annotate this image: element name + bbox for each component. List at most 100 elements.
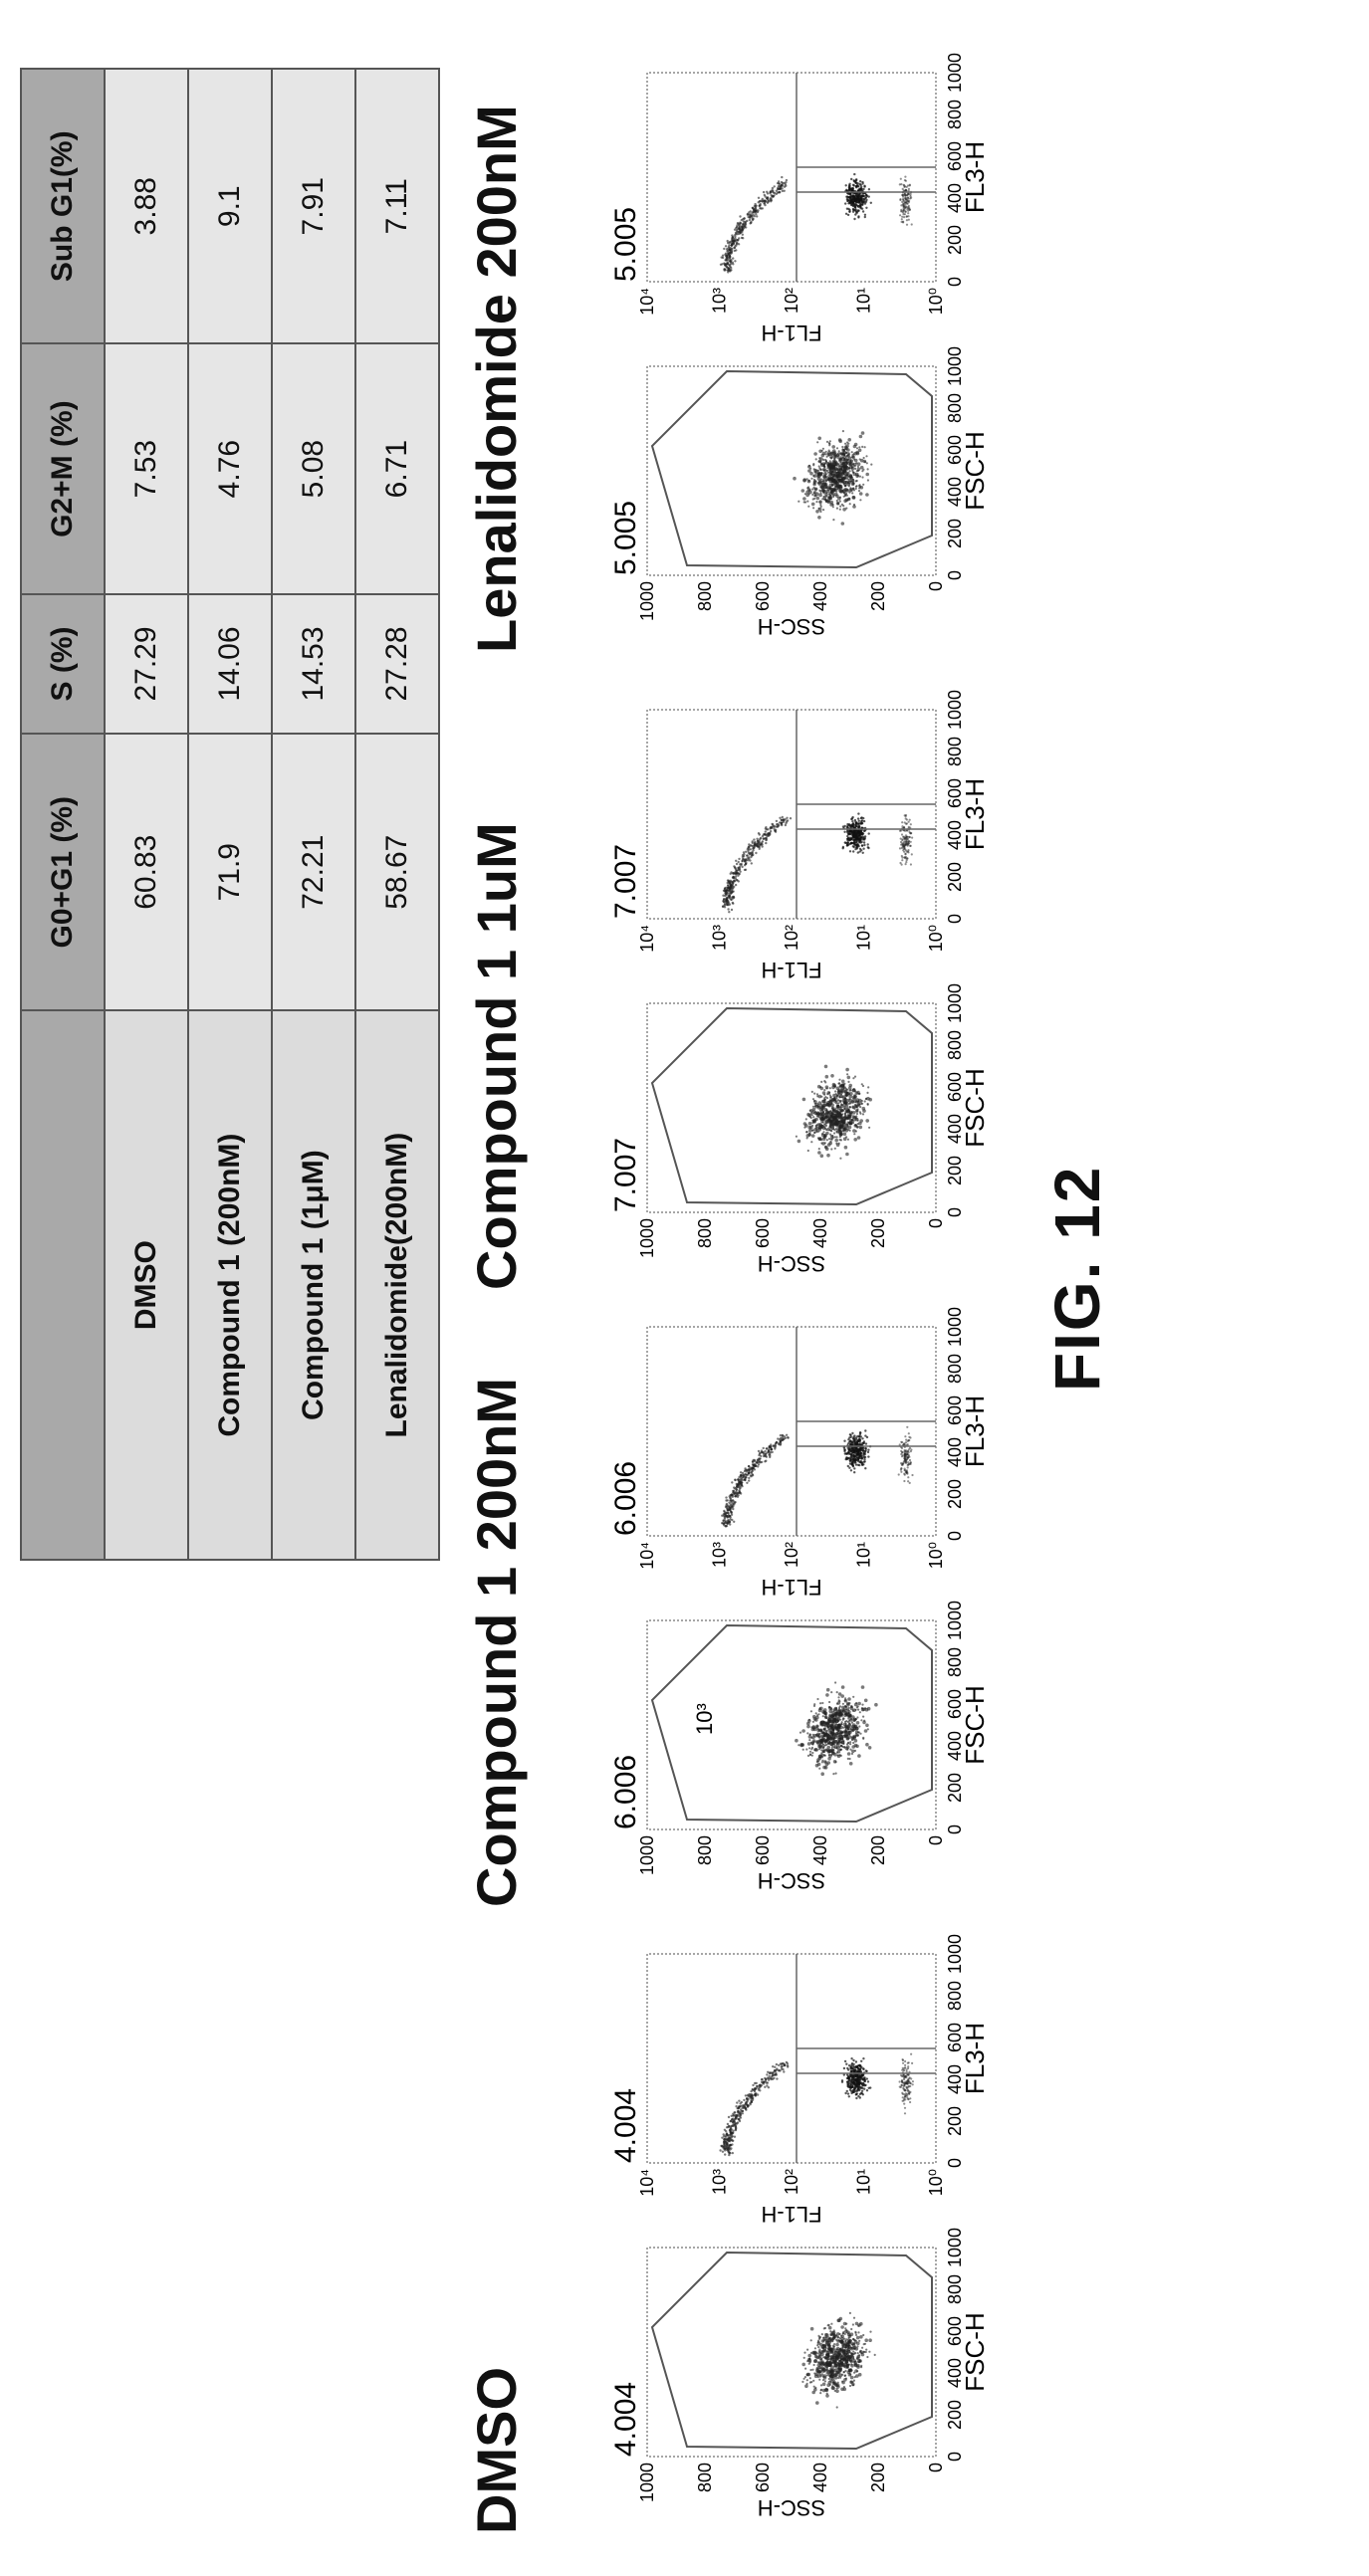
point bbox=[858, 1121, 862, 1126]
point bbox=[730, 1501, 733, 1504]
point bbox=[841, 1738, 844, 1741]
point bbox=[846, 1464, 850, 1468]
point bbox=[858, 2064, 862, 2067]
point bbox=[842, 1095, 845, 1098]
point bbox=[818, 2378, 821, 2381]
point bbox=[764, 1449, 767, 1453]
point bbox=[847, 1741, 850, 1744]
point bbox=[810, 1754, 813, 1757]
point bbox=[759, 2083, 762, 2087]
point bbox=[855, 1438, 858, 1441]
scatter-svg: 5.005 0200400600800100002004006008001000F… bbox=[609, 346, 990, 639]
point bbox=[904, 2059, 907, 2063]
point bbox=[856, 851, 860, 854]
x-tick-label: 1000 bbox=[945, 1934, 965, 1974]
point bbox=[814, 2351, 817, 2354]
point bbox=[851, 1709, 854, 1712]
point bbox=[858, 492, 863, 496]
point bbox=[729, 2152, 732, 2155]
point bbox=[737, 880, 741, 883]
point bbox=[747, 1464, 751, 1468]
point bbox=[725, 2126, 729, 2129]
point bbox=[823, 1064, 828, 1069]
point bbox=[773, 827, 776, 830]
point bbox=[819, 510, 822, 514]
point bbox=[865, 462, 868, 465]
point bbox=[847, 1697, 851, 1701]
point bbox=[813, 1100, 817, 1104]
point bbox=[849, 2086, 852, 2089]
point bbox=[906, 844, 909, 847]
point bbox=[749, 859, 752, 862]
point bbox=[799, 1743, 803, 1748]
point bbox=[854, 2331, 857, 2334]
point bbox=[804, 1118, 807, 1121]
point bbox=[827, 2377, 830, 2381]
point bbox=[739, 1478, 742, 1481]
point bbox=[729, 1496, 732, 1499]
point bbox=[821, 1709, 825, 1714]
x-tick-label: 600 bbox=[945, 2023, 965, 2052]
point bbox=[769, 2071, 772, 2075]
point bbox=[854, 487, 857, 490]
point bbox=[768, 2074, 771, 2078]
point bbox=[744, 2106, 748, 2110]
point bbox=[723, 903, 727, 906]
point bbox=[850, 1449, 853, 1453]
point bbox=[828, 1137, 831, 1141]
point bbox=[745, 2102, 748, 2105]
point bbox=[850, 838, 853, 841]
point bbox=[858, 2350, 862, 2353]
point bbox=[772, 1444, 776, 1447]
point bbox=[805, 1131, 808, 1134]
point bbox=[867, 846, 870, 850]
scatter-svg: 4.004 0200400600800100010⁰10¹10²10³10⁴FL3… bbox=[609, 1934, 990, 2227]
point bbox=[909, 1449, 912, 1453]
point bbox=[839, 2356, 844, 2360]
point bbox=[819, 1086, 822, 1089]
point bbox=[772, 2064, 775, 2068]
point bbox=[824, 2362, 828, 2366]
point bbox=[818, 2357, 823, 2361]
point bbox=[836, 2335, 840, 2339]
point bbox=[903, 848, 906, 851]
point bbox=[722, 894, 725, 897]
point bbox=[844, 1105, 849, 1109]
y-tick-label: 0 bbox=[926, 581, 946, 591]
point bbox=[901, 859, 904, 862]
point bbox=[900, 863, 903, 866]
point bbox=[736, 1492, 739, 1495]
point bbox=[816, 1762, 821, 1767]
point bbox=[864, 1447, 867, 1450]
point bbox=[854, 1109, 859, 1113]
point bbox=[862, 2333, 865, 2337]
point bbox=[839, 505, 842, 508]
point bbox=[811, 2350, 815, 2355]
x-tick-label: 0 bbox=[945, 1531, 965, 1541]
point bbox=[865, 2348, 868, 2351]
point bbox=[825, 1693, 829, 1697]
point bbox=[821, 2350, 824, 2353]
point bbox=[721, 2136, 724, 2139]
point bbox=[863, 2087, 866, 2090]
point bbox=[746, 847, 750, 851]
point bbox=[813, 1131, 816, 1134]
point bbox=[835, 507, 838, 510]
point bbox=[854, 1450, 858, 1454]
point bbox=[851, 2323, 854, 2326]
point bbox=[908, 2081, 912, 2085]
point bbox=[909, 2090, 912, 2093]
point bbox=[846, 1138, 849, 1141]
point bbox=[835, 1086, 840, 1091]
point bbox=[838, 1125, 842, 1130]
point bbox=[838, 2368, 843, 2372]
point bbox=[847, 2336, 850, 2339]
point bbox=[779, 816, 782, 819]
point bbox=[868, 1097, 873, 1102]
point bbox=[778, 821, 782, 824]
point bbox=[727, 1514, 731, 1517]
point bbox=[817, 1708, 822, 1713]
point bbox=[743, 853, 746, 856]
point bbox=[843, 1082, 846, 1085]
point bbox=[821, 2378, 825, 2382]
